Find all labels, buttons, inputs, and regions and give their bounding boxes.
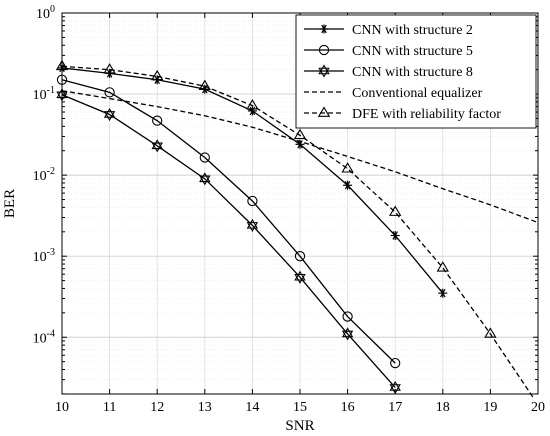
triangle-marker: [246, 99, 259, 110]
circle-marker: [199, 152, 210, 163]
legend-label: DFE with reliability factor: [352, 107, 501, 122]
circle-marker: [104, 87, 115, 98]
hexagram-marker: [341, 327, 354, 341]
hexagram-marker: [294, 270, 306, 284]
x-tick-label: 19: [483, 400, 497, 415]
x-tick-label: 16: [341, 400, 355, 415]
y-tick-label: 10-3: [33, 247, 55, 265]
x-tick-label: 12: [150, 400, 164, 415]
series-line: [61, 90, 539, 224]
asterisk-marker: [343, 180, 353, 190]
circle-marker: [247, 195, 258, 207]
triangle-marker: [389, 205, 402, 216]
circle-marker: [342, 311, 353, 322]
x-tick-label: 15: [293, 400, 307, 415]
x-tick-label: 18: [436, 400, 450, 415]
circle-marker: [318, 44, 330, 56]
x-tick-label: 14: [245, 400, 259, 415]
y-tick-label: 10-1: [33, 85, 55, 103]
x-tick-label: 10: [55, 400, 69, 415]
series-3: [56, 88, 401, 395]
y-tick-label: 100: [36, 4, 55, 22]
series-2: [56, 74, 401, 369]
triangle-marker: [341, 162, 354, 173]
triangle-marker: [436, 261, 449, 272]
x-tick-label: 11: [103, 400, 116, 415]
triangle-marker: [151, 69, 164, 81]
y-tick-label: 10-4: [33, 328, 55, 346]
legend-label: CNN with structure 2: [352, 23, 473, 38]
y-tick-label: 10-2: [33, 166, 55, 184]
series-5: [55, 59, 534, 398]
asterisk-marker: [319, 24, 329, 34]
legend-label: CNN with structure 5: [352, 44, 473, 59]
asterisk-marker: [247, 106, 257, 116]
hexagram-marker: [199, 172, 211, 186]
x-tick-label: 17: [388, 400, 402, 415]
asterisk-marker: [390, 230, 400, 240]
triangle-marker: [103, 63, 116, 74]
circle-marker: [294, 251, 306, 262]
x-tick-label: 20: [531, 400, 545, 415]
x-axis-label: SNR: [285, 418, 314, 434]
series-line: [61, 79, 396, 364]
asterisk-marker: [438, 288, 448, 298]
hexagram-marker: [103, 107, 116, 122]
legend-label: CNN with structure 8: [352, 65, 473, 80]
hexagram-marker: [246, 218, 259, 232]
hexagram-marker: [151, 139, 163, 153]
axis-ticks: 10 11 12 13 14 15 16 17 18 19 20 100 10-1 10-2 10-3 10-…: [33, 4, 545, 415]
triangle-marker: [293, 128, 307, 140]
y-axis-label: BER: [2, 189, 18, 218]
x-tick-label: 13: [198, 400, 212, 415]
series-layer: [55, 59, 539, 398]
series-line: [61, 65, 534, 398]
series-line: [61, 94, 396, 388]
circle-marker: [390, 357, 401, 369]
legend-label: Conventional equalizer: [352, 86, 483, 101]
legend: CNN with structure 2 CNN with structure 5…: [295, 14, 537, 129]
triangle-marker: [317, 106, 331, 117]
series-4: [61, 90, 539, 224]
circle-marker: [152, 115, 163, 126]
triangle-marker: [484, 327, 497, 338]
hexagram-marker: [318, 64, 330, 78]
triangle-marker: [198, 79, 211, 91]
